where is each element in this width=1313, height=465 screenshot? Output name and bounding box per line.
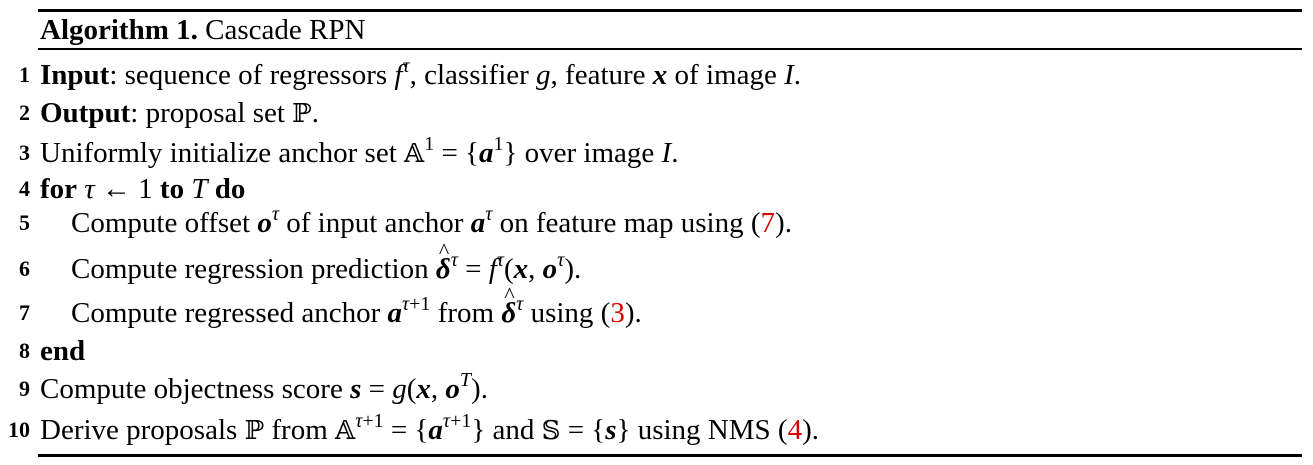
line-text: Output: proposal set ℙ. [40,97,319,129]
line-number: 5 [19,210,30,235]
line-text: Compute regressed anchor aτ+1 from δτ us… [71,277,642,331]
line-text: end [40,335,86,367]
algorithm-title: Cascade RPN [205,14,366,46]
top-rule [38,9,1302,12]
line-text: Derive proposals ℙ from 𝔸τ+1 = {aτ+1} an… [40,410,819,446]
caption-rule [38,48,1302,50]
line-number: 6 [19,256,30,281]
line-text: for τ ← 1 to T do [40,173,246,205]
line-text: Input: sequence of regressors fτ, classi… [40,55,801,91]
algorithm-caption: Algorithm 1. Cascade RPN [40,12,365,48]
line-text: Compute offset oτ of input anchor aτ on … [71,203,792,239]
line-number: 2 [19,100,30,125]
line-text: Compute objectness score s = g(x, oT). [40,369,488,405]
line-number: 8 [19,338,30,363]
line-number: 3 [19,140,30,165]
line-number: 1 [19,62,30,87]
algorithm-label: Algorithm 1. [40,14,198,46]
line-number: 4 [19,176,30,201]
bottom-rule [38,454,1302,457]
line-number: 9 [19,376,30,401]
line-text: Uniformly initialize anchor set 𝔸1 = {a1… [40,133,679,169]
line-number: 7 [19,300,30,325]
line-number: 10 [8,417,30,442]
line-text: Compute regression prediction δτ = fτ(x,… [71,233,581,287]
